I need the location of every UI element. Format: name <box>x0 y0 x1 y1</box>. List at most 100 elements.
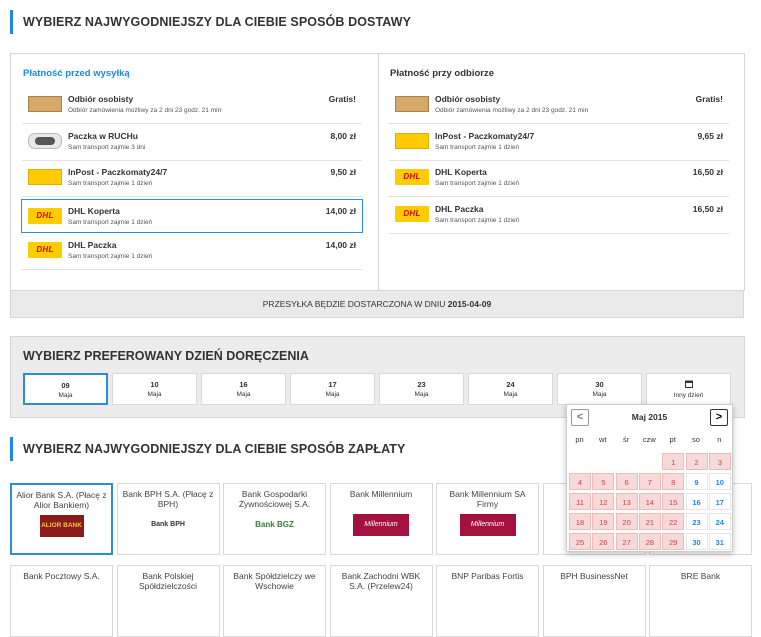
calendar-day[interactable]: 17 <box>708 493 731 510</box>
delivery-day-option[interactable]: 10 Maja <box>112 373 197 405</box>
delivery-option-desc: Sam transport zajmie 1 dzień <box>435 143 520 151</box>
bank-option[interactable]: Bank Millennium Millennium <box>329 483 433 555</box>
bank-name: BPH BusinessNet <box>560 571 628 581</box>
bank-option[interactable]: BNP Paribas Fortis <box>436 565 539 637</box>
calendar-day[interactable]: 23 <box>685 513 708 530</box>
bank-name: Alior Bank S.A. (Płacę z Alior Bankiem) <box>16 490 107 510</box>
calendar-day: 25 <box>569 533 591 550</box>
delivery-option[interactable]: InPost - Paczkomaty24/7 Sam transport zaj… <box>389 125 729 161</box>
bank-option[interactable]: Bank Polskiej Spółdzielczości <box>116 565 220 637</box>
delivery-day-number: 24 <box>506 380 515 389</box>
bank-option[interactable]: BPH BusinessNet <box>542 565 646 637</box>
bank-logo-text: Bank BGZ <box>255 520 294 529</box>
bank-logo-text: ALIOR BANK <box>41 522 82 529</box>
delivery-day-number: 23 <box>417 380 426 389</box>
bank-option[interactable]: Bank Millennium SA Firmy Millennium <box>436 483 539 555</box>
bank-option[interactable]: Bank Zachodni WBK S.A. (Przelew24) <box>329 565 433 637</box>
calendar-day: 11 <box>569 493 591 510</box>
delivery-day-option[interactable]: 16 Maja <box>201 373 286 405</box>
bank-name: Bank Millennium <box>349 489 413 499</box>
calendar-day[interactable]: 24 <box>708 513 731 530</box>
bank-option[interactable]: Bank Spółdzielczy we Wschowie <box>223 565 326 637</box>
delivery-option-name: InPost - Paczkomaty24/7 <box>435 130 535 141</box>
bank-logo: Millennium <box>459 514 516 536</box>
delivery-option-price: Gratis! <box>695 94 723 104</box>
bank-logo: Bank BPH <box>143 514 193 536</box>
calendar-popup: Maj 2015 < > pn wt śr czw pt so n 1 2 3 4 5 6 7 8 9 10 11… <box>566 404 733 552</box>
delivery-option-name: Paczka w RUCHu <box>68 130 138 141</box>
calendar-day[interactable]: 30 <box>685 533 708 550</box>
bank-option[interactable]: Bank BPH S.A. (Płacę z BPH) Bank BPH <box>116 483 220 555</box>
delivery-option[interactable]: DHL DHL Paczka Sam transport zajmie 1 dzie… <box>389 198 729 234</box>
bank-option[interactable]: BRE Bank <box>649 565 752 637</box>
delivery-option[interactable]: Paczka w RUCHu Sam transport zajmie 3 dni… <box>22 125 362 161</box>
delivery-option-name: Odbiór osobisty <box>68 94 134 104</box>
bank-logo-text: Bank BPH <box>151 521 185 528</box>
calendar-day: 18 <box>569 513 591 530</box>
calendar-day[interactable]: 10 <box>708 473 731 490</box>
delivery-option-price: 14,00 zł <box>325 205 356 216</box>
calendar-day: 2 <box>685 453 708 470</box>
bank-name: Bank Gospodarki Żywnościowej S.A. <box>238 489 311 509</box>
delivery-option[interactable]: Odbiór osobisty Odbiór zamówienia możliwy… <box>22 88 362 124</box>
delivery-option-desc: Odbiór zamówienia możliwy za 2 dni 23 go… <box>68 107 222 114</box>
delivery-day-option[interactable]: 30 Maja <box>557 373 642 405</box>
bank-option[interactable]: Bank Gospodarki Żywnościowej S.A. Bank BG… <box>223 483 326 555</box>
bank-logo-text: Millennium <box>364 521 398 528</box>
calendar-weekday: pn <box>575 435 584 444</box>
bank-option[interactable]: Alior Bank S.A. (Płacę z Alior Bankiem) A… <box>10 483 113 555</box>
delivery-option-name: DHL Paczka <box>435 203 484 214</box>
delivery-option-price: 16,50 zł <box>692 167 723 177</box>
bank-logo-text: Millennium <box>470 521 505 528</box>
delivery-day-number: 10 <box>150 380 159 389</box>
calendar-icon <box>647 380 730 390</box>
bank-name: BRE Bank <box>680 571 721 581</box>
calendar-day: 6 <box>615 473 638 490</box>
inpost-logo <box>395 132 429 149</box>
calendar-day: 8 <box>662 473 685 490</box>
calendar-day[interactable]: 9 <box>685 473 708 490</box>
bank-option[interactable]: Bank Pocztowy S.A. <box>10 565 113 637</box>
delivery-day-month: Maja <box>236 391 251 398</box>
delivery-day-option[interactable]: 23 Maja <box>379 373 464 405</box>
calendar-day[interactable]: 16 <box>685 493 708 510</box>
delivery-day-month: Maja <box>414 391 429 398</box>
bank-name: Bank Millennium SA Firmy <box>449 489 526 509</box>
delivery-option[interactable]: DHL DHL Koperta Sam transport zajmie 1 dzi… <box>21 198 363 233</box>
bank-name: Bank Polskiej Spółdzielczości <box>138 571 198 591</box>
delivery-option[interactable]: Odbiór osobisty Odbiór zamówienia możliwy… <box>389 88 729 124</box>
calendar-day[interactable]: 31 <box>708 533 731 550</box>
calendar-day: 29 <box>662 533 685 550</box>
calendar-day: 28 <box>638 533 661 550</box>
delivery-day-option[interactable]: 24 Maja <box>468 373 553 405</box>
preferred-day-panel: WYBIERZ PREFEROWANY DZIEŃ DORĘCZENIA 09 M… <box>10 336 745 418</box>
calendar-weekday: n <box>717 435 722 444</box>
bank-logo: Bank BGZ <box>250 514 300 536</box>
calendar-weekday: so <box>692 435 700 444</box>
delivery-day-month: Maja <box>58 392 73 399</box>
delivery-option-name: InPost - Paczkomaty24/7 <box>68 167 168 177</box>
delivery-option-name: DHL Koperta <box>68 205 120 216</box>
calendar-prev-button[interactable]: < <box>571 409 589 426</box>
delivery-day-number: 09 <box>61 381 70 390</box>
bank-logo: ALIOR BANK <box>39 515 84 537</box>
calendar-day: 12 <box>592 493 615 510</box>
delivery-day-option[interactable]: 17 Maja <box>290 373 375 405</box>
calendar-day: 19 <box>592 513 615 530</box>
inpost-logo <box>28 169 62 185</box>
dhl-logo-text: DHL <box>403 172 421 181</box>
dhl-logo-text: DHL <box>36 210 54 220</box>
delivery-option-desc: Sam transport zajmie 1 dzień <box>435 216 520 224</box>
delivery-option[interactable]: DHL DHL Koperta Sam transport zajmie 1 dzi… <box>389 161 729 197</box>
delivery-option[interactable]: InPost - Paczkomaty24/7 Sam transport zaj… <box>22 161 362 197</box>
delivery-option[interactable]: DHL DHL Paczka Sam transport zajmie 1 dzie… <box>22 234 362 270</box>
preferred-day-title: WYBIERZ PREFEROWANY DZIEŃ DORĘCZENIA <box>23 349 309 363</box>
delivery-option-desc: Sam transport zajmie 1 dzień <box>68 253 153 260</box>
payment-section-title: WYBIERZ NAJWYGODNIEJSZY DLA CIEBIE SPOSÓ… <box>10 437 405 461</box>
calendar-next-button[interactable]: > <box>710 409 728 426</box>
dhl-logo: DHL <box>395 205 429 222</box>
other-day-button[interactable]: Inny dzień <box>646 373 731 405</box>
delivery-day-option[interactable]: 09 Maja <box>23 373 108 405</box>
delivery-option-price: 9,50 zł <box>330 167 356 177</box>
delivery-option-price: 14,00 zł <box>325 240 356 250</box>
